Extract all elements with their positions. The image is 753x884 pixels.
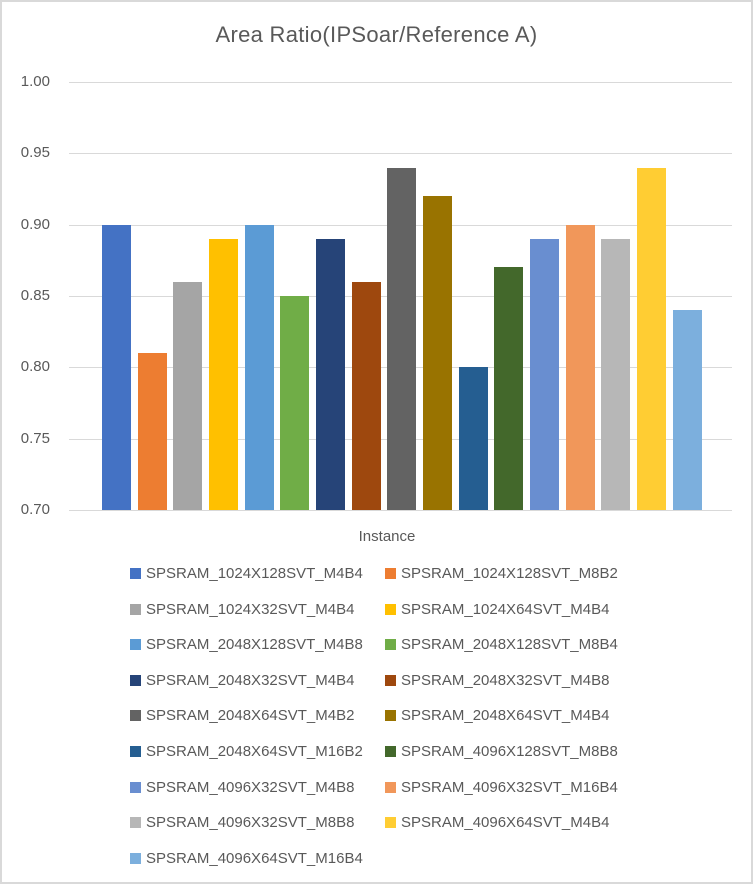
bar[interactable] bbox=[673, 310, 702, 510]
legend-swatch bbox=[130, 852, 141, 864]
legend-item[interactable]: SPSRAM_2048X64SVT_M4B4 bbox=[385, 705, 609, 725]
bar[interactable] bbox=[173, 282, 202, 510]
legend-item[interactable]: SPSRAM_2048X64SVT_M16B2 bbox=[130, 741, 363, 761]
legend-label: SPSRAM_4096X32SVT_M8B8 bbox=[146, 813, 355, 831]
gridline bbox=[69, 510, 732, 511]
legend-swatch bbox=[385, 603, 396, 615]
bar[interactable] bbox=[387, 168, 416, 510]
legend-swatch bbox=[130, 674, 141, 686]
legend-item[interactable]: SPSRAM_4096X32SVT_M16B4 bbox=[385, 777, 618, 797]
legend-swatch bbox=[130, 603, 141, 615]
legend-item[interactable]: SPSRAM_1024X128SVT_M4B4 bbox=[130, 563, 363, 583]
y-axis-tick-label[interactable]: 0.90 bbox=[20, 216, 50, 233]
legend-label: SPSRAM_2048X128SVT_M8B4 bbox=[401, 635, 618, 653]
bar[interactable] bbox=[316, 239, 345, 510]
legend-swatch bbox=[130, 781, 141, 793]
legend-item[interactable]: SPSRAM_2048X128SVT_M4B8 bbox=[130, 634, 363, 654]
legend-label: SPSRAM_2048X32SVT_M4B8 bbox=[401, 671, 610, 689]
legend-swatch bbox=[385, 638, 396, 650]
legend-swatch bbox=[385, 781, 396, 793]
bar[interactable] bbox=[102, 225, 131, 510]
legend-item[interactable]: SPSRAM_4096X64SVT_M16B4 bbox=[130, 848, 363, 868]
legend-swatch bbox=[130, 816, 141, 828]
legend-item[interactable]: SPSRAM_1024X64SVT_M4B4 bbox=[385, 599, 609, 619]
legend-label: SPSRAM_2048X32SVT_M4B4 bbox=[146, 671, 355, 689]
legend-item[interactable]: SPSRAM_4096X64SVT_M4B4 bbox=[385, 812, 609, 832]
legend-swatch bbox=[385, 709, 396, 721]
legend-swatch bbox=[385, 745, 396, 757]
legend-item[interactable]: SPSRAM_2048X64SVT_M4B2 bbox=[130, 705, 354, 725]
bar[interactable] bbox=[566, 225, 595, 510]
legend-item[interactable]: SPSRAM_2048X32SVT_M4B8 bbox=[385, 670, 609, 690]
legend-item[interactable]: SPSRAM_1024X32SVT_M4B4 bbox=[130, 599, 354, 619]
bar[interactable] bbox=[209, 239, 238, 510]
legend-item[interactable]: SPSRAM_2048X128SVT_M8B4 bbox=[385, 634, 618, 654]
legend-swatch bbox=[130, 638, 141, 650]
chart-title[interactable]: Area Ratio(IPSoar/Reference A) bbox=[215, 22, 538, 47]
legend-label: SPSRAM_2048X64SVT_M16B2 bbox=[146, 742, 363, 760]
legend-swatch bbox=[130, 745, 141, 757]
y-axis-tick-label[interactable]: 0.85 bbox=[20, 287, 50, 304]
legend-item[interactable]: SPSRAM_2048X32SVT_M4B4 bbox=[130, 670, 354, 690]
legend-label: SPSRAM_1024X128SVT_M8B2 bbox=[401, 564, 618, 582]
legend-label: SPSRAM_2048X64SVT_M4B4 bbox=[401, 706, 610, 724]
gridline bbox=[69, 82, 732, 83]
bar[interactable] bbox=[459, 367, 488, 510]
legend-swatch bbox=[385, 567, 396, 579]
legend-label: SPSRAM_4096X32SVT_M16B4 bbox=[401, 778, 618, 796]
y-axis-tick-label[interactable]: 1.00 bbox=[20, 73, 50, 90]
legend-label: SPSRAM_2048X64SVT_M4B2 bbox=[146, 706, 355, 724]
legend-swatch bbox=[385, 816, 396, 828]
legend-label: SPSRAM_1024X64SVT_M4B4 bbox=[401, 600, 610, 618]
legend-swatch bbox=[130, 709, 141, 721]
legend-label: SPSRAM_1024X32SVT_M4B4 bbox=[146, 600, 355, 618]
bar[interactable] bbox=[494, 267, 523, 510]
legend-label: SPSRAM_4096X32SVT_M4B8 bbox=[146, 778, 355, 796]
legend-swatch bbox=[130, 567, 141, 579]
y-axis-tick-label[interactable]: 0.80 bbox=[20, 358, 50, 375]
bar[interactable] bbox=[530, 239, 559, 510]
bar[interactable] bbox=[352, 282, 381, 510]
legend-label: SPSRAM_4096X128SVT_M8B8 bbox=[401, 742, 618, 760]
x-axis-title[interactable]: Instance bbox=[358, 528, 416, 545]
bar[interactable] bbox=[138, 353, 167, 510]
legend-label: SPSRAM_4096X64SVT_M4B4 bbox=[401, 813, 610, 831]
bar[interactable] bbox=[423, 196, 452, 510]
legend-item[interactable]: SPSRAM_4096X32SVT_M8B8 bbox=[130, 812, 354, 832]
bar[interactable] bbox=[280, 296, 309, 510]
legend-label: SPSRAM_1024X128SVT_M4B4 bbox=[146, 564, 363, 582]
bar[interactable] bbox=[637, 168, 666, 510]
bar[interactable] bbox=[245, 225, 274, 510]
legend-label: SPSRAM_4096X64SVT_M16B4 bbox=[146, 849, 363, 867]
legend-label: SPSRAM_2048X128SVT_M4B8 bbox=[146, 635, 363, 653]
y-axis-tick-label[interactable]: 0.70 bbox=[20, 501, 50, 518]
gridline bbox=[69, 153, 732, 154]
legend-item[interactable]: SPSRAM_4096X128SVT_M8B8 bbox=[385, 741, 618, 761]
legend-item[interactable]: SPSRAM_4096X32SVT_M4B8 bbox=[130, 777, 354, 797]
y-axis-tick-label[interactable]: 0.75 bbox=[20, 430, 50, 447]
legend-swatch bbox=[385, 674, 396, 686]
bar[interactable] bbox=[601, 239, 630, 510]
y-axis-tick-label[interactable]: 0.95 bbox=[20, 144, 50, 161]
legend-item[interactable]: SPSRAM_1024X128SVT_M8B2 bbox=[385, 563, 618, 583]
